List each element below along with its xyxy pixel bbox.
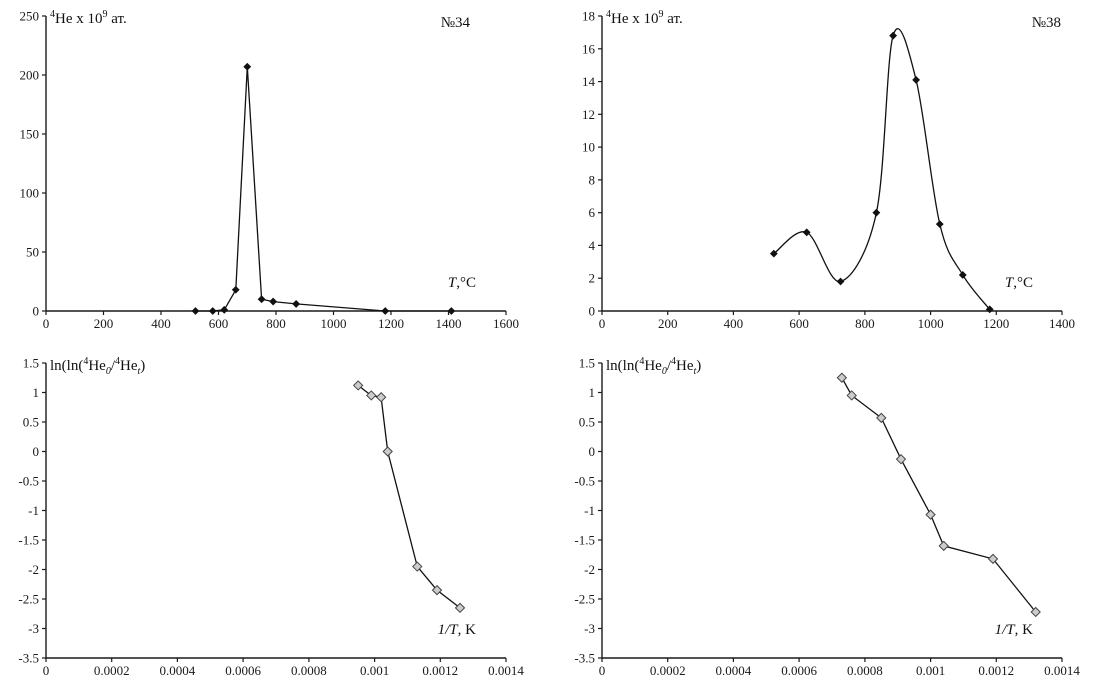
svg-text:600: 600 bbox=[209, 316, 229, 331]
svg-text:14: 14 bbox=[582, 74, 596, 89]
svg-text:1200: 1200 bbox=[983, 316, 1009, 331]
svg-text:-1: -1 bbox=[584, 503, 595, 518]
svg-text:0.0008: 0.0008 bbox=[847, 663, 883, 678]
svg-text:0.0012: 0.0012 bbox=[978, 663, 1014, 678]
svg-text:600: 600 bbox=[789, 316, 809, 331]
svg-text:200: 200 bbox=[94, 316, 114, 331]
svg-text:0.0014: 0.0014 bbox=[488, 663, 524, 678]
arrhenius-chart-34: 0 0.0002 0.0004 0.0006 0.0008 0.001 0.0012 0.00… bbox=[18, 356, 524, 679]
svg-text:0.0008: 0.0008 bbox=[291, 663, 327, 678]
svg-text:200: 200 bbox=[658, 316, 678, 331]
svg-text:-3.5: -3.5 bbox=[18, 651, 39, 666]
y-axis-label-he: 4He x 109 ат. bbox=[50, 9, 127, 27]
svg-text:12: 12 bbox=[582, 107, 595, 122]
he-release-chart-34: 0 200 400 600 800 1000 1200 1400 1600 0 50 100 150 20… bbox=[20, 9, 520, 332]
svg-text:-1.5: -1.5 bbox=[18, 533, 39, 548]
svg-text:1: 1 bbox=[589, 385, 596, 400]
x-axis-label-inverse-temperature: 1/T, K bbox=[994, 622, 1033, 638]
svg-text:0: 0 bbox=[33, 304, 40, 319]
svg-text:8: 8 bbox=[589, 172, 596, 187]
svg-text:0.5: 0.5 bbox=[23, 415, 39, 430]
svg-text:-2.5: -2.5 bbox=[574, 592, 595, 607]
svg-text:-3.5: -3.5 bbox=[574, 651, 595, 666]
svg-text:800: 800 bbox=[855, 316, 875, 331]
svg-text:-2.5: -2.5 bbox=[18, 592, 39, 607]
panel-arrhenius-34: 0 0.0002 0.0004 0.0006 0.0008 0.001 0.0012 0.00… bbox=[0, 347, 556, 694]
svg-text:2: 2 bbox=[589, 271, 596, 286]
svg-text:1200: 1200 bbox=[378, 316, 404, 331]
he-release-chart-38: 0 200 400 600 800 1000 1200 1400 0 2 4 6 8 10 12 14 16 18 bbox=[582, 9, 1075, 332]
svg-text:0.001: 0.001 bbox=[916, 663, 945, 678]
svg-text:1000: 1000 bbox=[321, 316, 347, 331]
svg-text:1400: 1400 bbox=[436, 316, 462, 331]
svg-text:0.5: 0.5 bbox=[579, 415, 595, 430]
svg-text:10: 10 bbox=[582, 140, 595, 155]
svg-text:-2: -2 bbox=[584, 562, 595, 577]
svg-text:16: 16 bbox=[582, 41, 596, 56]
svg-text:0.0004: 0.0004 bbox=[716, 663, 752, 678]
svg-text:0: 0 bbox=[33, 444, 40, 459]
y-axis-label-lnln: ln(ln(4He0/4Het) bbox=[50, 356, 146, 377]
x-axis-label-temperature: T,°C bbox=[1004, 275, 1033, 291]
svg-text:1600: 1600 bbox=[493, 316, 519, 331]
y-axis-label-lnln: ln(ln(4He0/4Het) bbox=[606, 356, 702, 377]
svg-text:0.0004: 0.0004 bbox=[160, 663, 196, 678]
sample-number-label: №34 bbox=[440, 15, 470, 31]
svg-text:0.001: 0.001 bbox=[360, 663, 389, 678]
svg-text:0.0002: 0.0002 bbox=[650, 663, 686, 678]
svg-text:0.0006: 0.0006 bbox=[781, 663, 817, 678]
svg-text:-0.5: -0.5 bbox=[18, 474, 39, 489]
svg-text:0: 0 bbox=[599, 316, 606, 331]
y-axis-label-he: 4He x 109 ат. bbox=[606, 9, 683, 27]
svg-text:0.0006: 0.0006 bbox=[225, 663, 261, 678]
svg-text:1400: 1400 bbox=[1049, 316, 1075, 331]
svg-text:400: 400 bbox=[724, 316, 744, 331]
svg-text:1000: 1000 bbox=[918, 316, 944, 331]
arrhenius-chart-38: 0 0.0002 0.0004 0.0006 0.0008 0.001 0.0012 0.00… bbox=[574, 356, 1080, 679]
svg-text:0: 0 bbox=[589, 444, 596, 459]
svg-text:-1: -1 bbox=[28, 503, 39, 518]
sample-number-label: №38 bbox=[1031, 15, 1061, 31]
svg-text:800: 800 bbox=[266, 316, 286, 331]
svg-text:0: 0 bbox=[43, 663, 50, 678]
svg-text:400: 400 bbox=[151, 316, 171, 331]
svg-text:0.0012: 0.0012 bbox=[422, 663, 458, 678]
svg-text:4: 4 bbox=[589, 238, 596, 253]
x-axis-label-inverse-temperature: 1/T, K bbox=[437, 622, 476, 638]
svg-text:150: 150 bbox=[20, 127, 40, 142]
x-axis-label-temperature: T,°C bbox=[447, 275, 476, 291]
svg-text:-2: -2 bbox=[28, 562, 39, 577]
panel-arrhenius-38: 0 0.0002 0.0004 0.0006 0.0008 0.001 0.0012 0.00… bbox=[556, 347, 1113, 694]
svg-text:0.0002: 0.0002 bbox=[94, 663, 130, 678]
svg-text:6: 6 bbox=[589, 205, 596, 220]
svg-text:-3: -3 bbox=[584, 621, 595, 636]
svg-text:1.5: 1.5 bbox=[23, 356, 39, 371]
svg-text:50: 50 bbox=[26, 245, 39, 260]
svg-text:18: 18 bbox=[582, 9, 595, 24]
svg-text:-3: -3 bbox=[28, 621, 39, 636]
svg-text:0.0014: 0.0014 bbox=[1044, 663, 1080, 678]
svg-text:200: 200 bbox=[20, 68, 40, 83]
svg-text:1.5: 1.5 bbox=[579, 356, 595, 371]
svg-text:100: 100 bbox=[20, 186, 40, 201]
svg-text:1: 1 bbox=[33, 385, 40, 400]
svg-text:0: 0 bbox=[589, 304, 596, 319]
svg-text:250: 250 bbox=[20, 9, 40, 24]
panel-he-release-34: 0 200 400 600 800 1000 1200 1400 1600 0 50 100 150 20… bbox=[0, 0, 556, 347]
svg-text:0: 0 bbox=[43, 316, 50, 331]
svg-text:0: 0 bbox=[599, 663, 606, 678]
svg-text:-0.5: -0.5 bbox=[574, 474, 595, 489]
svg-text:-1.5: -1.5 bbox=[574, 533, 595, 548]
panel-he-release-38: 0 200 400 600 800 1000 1200 1400 0 2 4 6 8 10 12 14 16 18… bbox=[556, 0, 1113, 347]
